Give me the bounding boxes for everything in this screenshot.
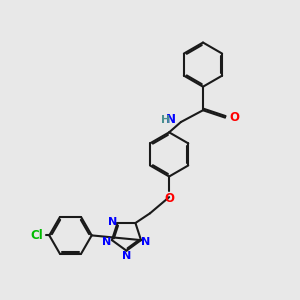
Text: O: O — [229, 111, 239, 124]
Text: Cl: Cl — [31, 229, 44, 242]
Text: N: N — [102, 237, 112, 247]
Text: N: N — [108, 217, 117, 226]
Text: N: N — [166, 113, 176, 126]
Text: N: N — [122, 251, 131, 261]
Text: O: O — [164, 192, 174, 205]
Text: N: N — [141, 237, 151, 247]
Text: H: H — [161, 115, 171, 125]
